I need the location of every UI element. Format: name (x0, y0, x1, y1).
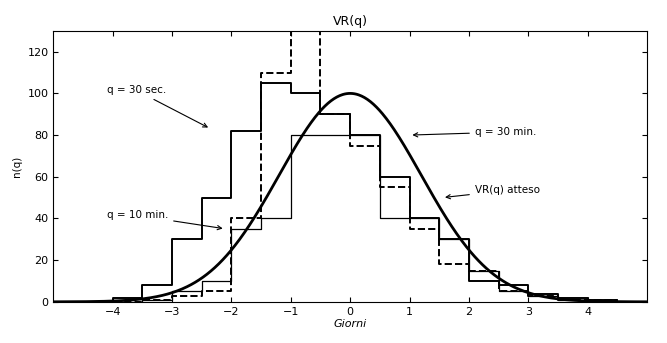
Text: VR(q) atteso: VR(q) atteso (446, 186, 540, 199)
Text: q = 10 min.: q = 10 min. (107, 211, 221, 230)
Text: q = 30 min.: q = 30 min. (414, 127, 536, 137)
Title: VR(q): VR(q) (333, 15, 368, 28)
Text: q = 30 sec.: q = 30 sec. (107, 85, 207, 127)
Y-axis label: n(q): n(q) (12, 156, 22, 177)
X-axis label: Giorni: Giorni (334, 319, 367, 330)
